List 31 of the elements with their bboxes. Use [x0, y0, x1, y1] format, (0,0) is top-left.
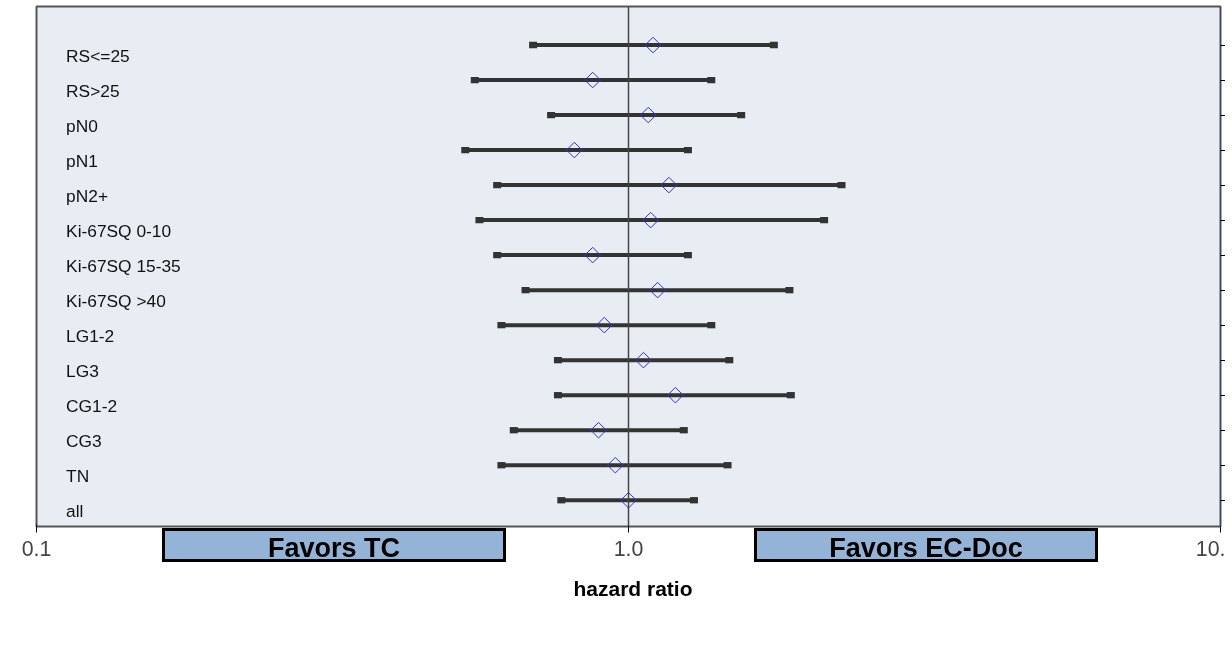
y-tick-label: TN — [66, 466, 90, 487]
y-tick-label: Ki-67SQ 0-10 — [66, 221, 172, 242]
point — [642, 211, 659, 229]
y-tick-label: all — [66, 501, 84, 522]
point — [584, 246, 601, 264]
point — [640, 106, 657, 124]
x-tick-label: 1.0 — [613, 536, 644, 561]
y-tick-label: CG1-2 — [66, 396, 118, 417]
point — [595, 316, 613, 334]
x-tick-label: 0.1 — [21, 536, 52, 561]
y-tick-label: pN1 — [66, 151, 98, 172]
y-tick-label: LG1-2 — [66, 326, 115, 347]
point — [607, 456, 624, 474]
y-tick-label: pN2+ — [66, 186, 109, 207]
y-tick-label: Ki-67SQ 15-35 — [66, 256, 181, 277]
label-box: Favors TC — [162, 528, 506, 562]
point — [590, 421, 607, 439]
point — [644, 36, 662, 54]
y-tick-label: RS>25 — [66, 81, 120, 102]
point — [649, 281, 666, 299]
y-tick-label: RS<=25 — [66, 46, 130, 67]
y-tick-label: CG3 — [66, 431, 102, 452]
y-tick-label: Ki-67SQ >40 — [66, 291, 166, 312]
y-tick-label: pN0 — [66, 116, 98, 137]
point — [584, 71, 601, 89]
point — [620, 491, 637, 509]
label-box: Favors EC-Doc — [754, 528, 1098, 562]
y-tick-label: LG3 — [66, 361, 99, 382]
x-tick-label: 10. — [1195, 536, 1226, 561]
x-axis-title: hazard ratio — [572, 576, 694, 602]
point — [635, 351, 652, 369]
